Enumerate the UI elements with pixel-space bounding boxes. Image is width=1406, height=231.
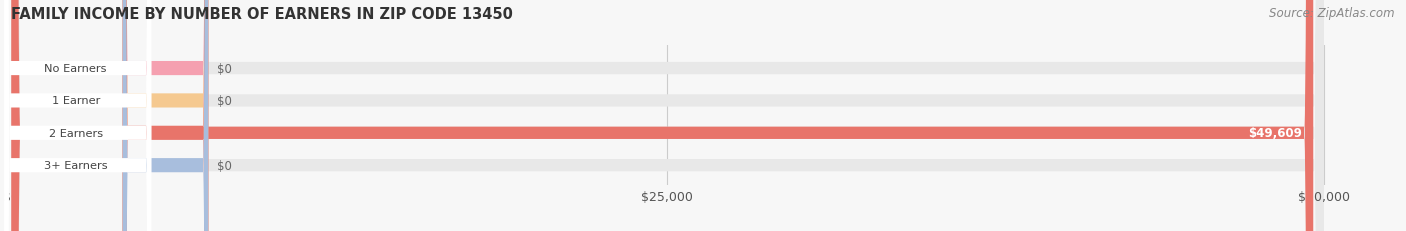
FancyBboxPatch shape xyxy=(122,0,208,231)
Text: No Earners: No Earners xyxy=(45,64,107,74)
Text: 2 Earners: 2 Earners xyxy=(49,128,103,138)
Text: $0: $0 xyxy=(217,62,232,75)
FancyBboxPatch shape xyxy=(4,0,152,231)
FancyBboxPatch shape xyxy=(122,0,208,231)
Text: 1 Earner: 1 Earner xyxy=(52,96,100,106)
FancyBboxPatch shape xyxy=(11,0,1323,231)
Text: Source: ZipAtlas.com: Source: ZipAtlas.com xyxy=(1270,7,1395,20)
FancyBboxPatch shape xyxy=(11,0,1313,231)
FancyBboxPatch shape xyxy=(4,0,152,231)
Text: FAMILY INCOME BY NUMBER OF EARNERS IN ZIP CODE 13450: FAMILY INCOME BY NUMBER OF EARNERS IN ZI… xyxy=(11,7,513,22)
Text: $0: $0 xyxy=(217,159,232,172)
FancyBboxPatch shape xyxy=(4,0,152,231)
FancyBboxPatch shape xyxy=(11,0,1323,231)
FancyBboxPatch shape xyxy=(122,0,208,231)
Text: 3+ Earners: 3+ Earners xyxy=(44,161,107,170)
FancyBboxPatch shape xyxy=(11,0,1323,231)
FancyBboxPatch shape xyxy=(4,0,152,231)
Text: $49,609: $49,609 xyxy=(1249,127,1302,140)
FancyBboxPatch shape xyxy=(122,0,208,231)
Text: $0: $0 xyxy=(217,94,232,107)
FancyBboxPatch shape xyxy=(11,0,1323,231)
